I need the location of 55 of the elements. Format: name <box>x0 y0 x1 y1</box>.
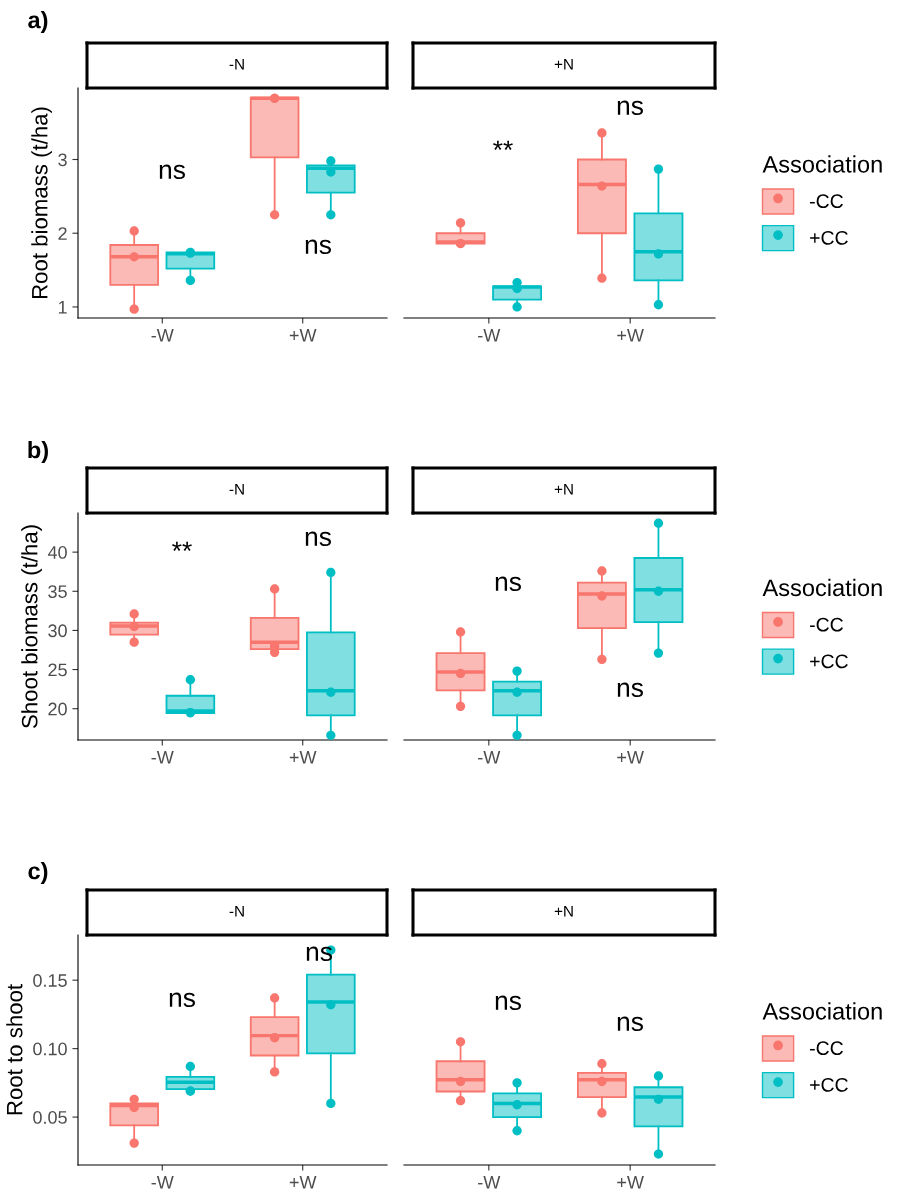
x-tick-label: +W <box>617 751 644 764</box>
y-tick-label: 35 <box>48 585 67 598</box>
x-tick-label: -W <box>151 329 174 342</box>
chart-title: -N <box>229 483 244 495</box>
annotation: ns <box>169 992 195 1008</box>
legend-label: -CC <box>810 194 843 209</box>
y-tick-label: 40 <box>47 546 67 559</box>
x-tick-label: -W <box>151 1176 174 1189</box>
x-tick-label: +W <box>617 1176 644 1189</box>
annotation: ns <box>159 164 185 180</box>
annotation: ns <box>617 1016 643 1032</box>
annotation: ns <box>495 995 521 1011</box>
x-tick-label: +W <box>289 1176 317 1189</box>
x-tick-label: +W <box>617 329 644 342</box>
legend-label: +CC <box>810 654 848 669</box>
annotation: ** <box>172 541 192 551</box>
chart-title: -N <box>229 58 244 70</box>
legend-label: +CC <box>810 1077 848 1092</box>
chart-title: +N <box>554 483 573 495</box>
y-axis-title: Root to shoot <box>6 984 23 1115</box>
y-tick-label: 30 <box>48 624 67 638</box>
legend-title: Association <box>762 1002 882 1020</box>
x-tick-label: -W <box>478 751 501 764</box>
y-tick-label: 2 <box>58 227 67 240</box>
text: b) <box>28 440 48 463</box>
y-tick-label: 25 <box>48 663 67 677</box>
y-tick-label: 20 <box>48 702 67 716</box>
chart-title: +N <box>554 58 573 70</box>
x-tick-label: -W <box>478 329 501 342</box>
y-tick-label: 0.10 <box>33 1042 67 1056</box>
legend-label: -CC <box>810 1041 843 1056</box>
y-tick-label: 3 <box>58 153 67 167</box>
annotation: ns <box>305 239 331 255</box>
x-tick-label: +W <box>289 329 317 342</box>
text: c) <box>28 861 48 885</box>
annotation: ns <box>495 576 521 592</box>
annotation: ** <box>493 140 513 150</box>
annotation: ns <box>617 100 643 116</box>
text: a) <box>28 11 48 34</box>
x-tick-label: -W <box>151 751 174 764</box>
annotation: ns <box>305 531 331 547</box>
y-tick-label: 1 <box>58 301 67 314</box>
y-axis-title: Shoot biomass (t/ha) <box>21 525 42 728</box>
x-tick-label: -W <box>478 1176 501 1189</box>
legend-label: +CC <box>810 230 848 245</box>
legend-title: Association <box>762 155 882 173</box>
legend-title: Association <box>762 578 882 597</box>
annotation: ns <box>617 682 643 698</box>
x-tick-label: +W <box>289 751 317 764</box>
chart-title: -N <box>229 905 244 917</box>
legend-label: -CC <box>810 617 843 632</box>
y-tick-label: 0.15 <box>33 974 67 987</box>
y-tick-label: 0.05 <box>33 1111 67 1124</box>
chart-title: +N <box>554 905 573 917</box>
y-axis-title: Root biomass (t/ha) <box>31 107 52 299</box>
